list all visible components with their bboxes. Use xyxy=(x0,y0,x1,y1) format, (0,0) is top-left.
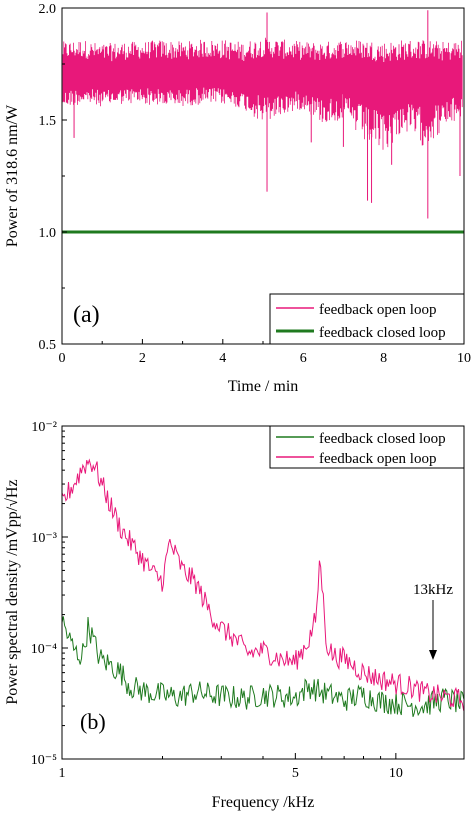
panel-a-x-tick-label-3: 6 xyxy=(300,351,307,366)
panel-b-legend-open-loop: feedback open loop xyxy=(319,451,436,467)
panel-b-x-tick-label-2: 10 xyxy=(389,766,403,781)
panel-b-x-tick-label-1: 5 xyxy=(292,766,299,781)
panel-a-legend-closed-loop: feedback closed loop xyxy=(319,325,446,341)
panel-a-y-tick-label-0: 0.5 xyxy=(39,338,57,353)
panel-b-plot-area xyxy=(61,458,465,717)
panel-b-legend-box xyxy=(269,425,465,469)
panel-b-frame xyxy=(61,425,465,760)
panel-a-x-tick-label-2: 4 xyxy=(219,351,226,366)
panel-a-chart: 0 2 4 6 8 10 0.5 1.0 1.5 2.0 (a) Time / min Power… xyxy=(4,2,471,395)
panel-a-legend: feedback open loop feedback closed loop xyxy=(269,293,465,345)
panel-a-x-tick-label-1: 2 xyxy=(139,351,146,366)
open-loop-noise-band xyxy=(62,37,463,150)
annotation-13khz-label: 13kHz xyxy=(413,582,453,598)
panel-a-y-tick-label-1: 1.0 xyxy=(39,226,57,241)
panel-b-y-tick-label-1: 10⁻⁴ xyxy=(31,642,57,657)
panel-a-label: (a) xyxy=(73,302,100,328)
panel-b-x-axis-title: Frequency /kHz xyxy=(212,794,315,811)
panel-b-y-tick-label-3: 10⁻² xyxy=(31,420,57,435)
panel-b-x-tick-label-0: 1 xyxy=(59,766,66,781)
panel-a-axes: 0 2 4 6 8 10 0.5 1.0 1.5 2.0 xyxy=(39,2,472,366)
panel-a-y-tick-label-3: 2.0 xyxy=(39,2,57,17)
panel-a-legend-box xyxy=(269,293,465,345)
panel-b-legend: feedback closed loop feedback open loop xyxy=(269,425,465,469)
panel-a-x-tick-label-5: 10 xyxy=(457,351,471,366)
panel-a-y-tick-label-2: 1.5 xyxy=(39,114,57,129)
panel-a-legend-open-loop: feedback open loop xyxy=(319,302,436,318)
panel-b-label: (b) xyxy=(80,709,106,734)
panel-b-y-tick-label-0: 10⁻⁵ xyxy=(31,753,57,768)
open-loop-psd-line xyxy=(61,458,465,711)
panel-a-x-tick-label-4: 8 xyxy=(380,351,387,366)
panel-a-plot-area xyxy=(62,10,464,234)
panel-a-x-tick-label-0: 0 xyxy=(59,351,66,366)
panel-a-y-axis-title: Power of 318.6 nm/W xyxy=(4,104,21,247)
panel-b-annotation: 13kHz xyxy=(413,582,453,660)
annotation-arrow-head xyxy=(429,650,437,660)
panel-b-y-axis-title: Power spectral density /mVpp/√Hz xyxy=(4,479,21,704)
panel-a-x-axis-title: Time / min xyxy=(228,378,299,395)
closed-loop-psd-line xyxy=(61,616,465,717)
panel-b-axes: 1 5 10 10⁻⁵ 10⁻⁴ 10⁻³ 10⁻² xyxy=(31,420,403,781)
panel-b-legend-closed-loop: feedback closed loop xyxy=(319,431,446,447)
panel-b-y-tick-label-2: 10⁻³ xyxy=(31,531,57,546)
